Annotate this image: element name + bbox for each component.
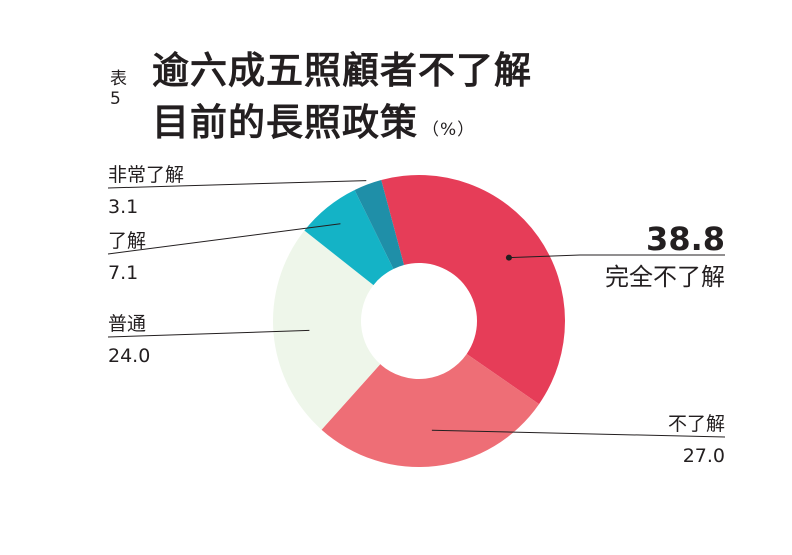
slice-value-neutral: 24.0 <box>108 345 150 367</box>
leader-lines <box>107 180 726 438</box>
leader-line-understand <box>107 223 341 255</box>
slice-name-understand: 了解 <box>108 230 146 252</box>
slice-name-not-understand: 不了解 <box>668 413 725 435</box>
slice-value-not-at-all: 38.8 <box>646 220 725 258</box>
slice-value-very-understand: 3.1 <box>108 196 138 218</box>
title-line-1: 逾六成五照顧者不了解 <box>152 49 532 92</box>
slice-name-neutral: 普通 <box>108 313 146 335</box>
leader-line-not-understand <box>431 429 726 438</box>
table-number: 表5 <box>110 69 127 109</box>
leader-dot-not-at-all <box>505 254 512 261</box>
slice-name-very-understand: 非常了解 <box>108 164 184 186</box>
slice-not-at-all <box>381 175 565 405</box>
leader-line-neutral <box>107 329 310 338</box>
slice-value-not-understand: 27.0 <box>683 445 725 467</box>
donut-slices <box>272 175 565 467</box>
slice-very-understand <box>354 179 404 269</box>
slice-not-understand <box>321 354 540 467</box>
slice-value-understand: 7.1 <box>108 262 138 284</box>
leader-line-very-understand <box>107 180 367 189</box>
slice-neutral <box>272 230 381 430</box>
title-line-2: 目前的長照政策 （%） <box>152 92 475 146</box>
slice-labels: 38.8 完全不了解 不了解 27.0 普通 24.0 了解 7.1 非常了解 … <box>108 164 725 467</box>
title-line-2-text: 目前的長照政策 <box>152 101 418 144</box>
slice-name-not-at-all: 完全不了解 <box>605 263 725 291</box>
title-unit: （%） <box>422 120 476 140</box>
leader-line-not-at-all <box>508 254 725 259</box>
slice-understand <box>304 189 394 286</box>
